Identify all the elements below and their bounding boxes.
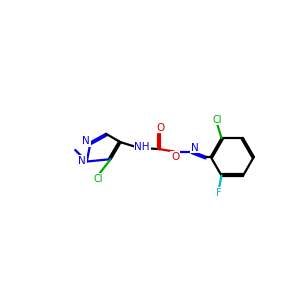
Text: Cl: Cl [212, 115, 221, 124]
Text: NH: NH [134, 142, 150, 152]
Text: Cl: Cl [94, 174, 103, 184]
Text: N: N [82, 136, 90, 146]
Text: F: F [215, 188, 221, 198]
Text: O: O [157, 123, 165, 133]
Text: N: N [191, 143, 198, 153]
Text: O: O [171, 152, 179, 162]
Text: N: N [78, 156, 86, 166]
